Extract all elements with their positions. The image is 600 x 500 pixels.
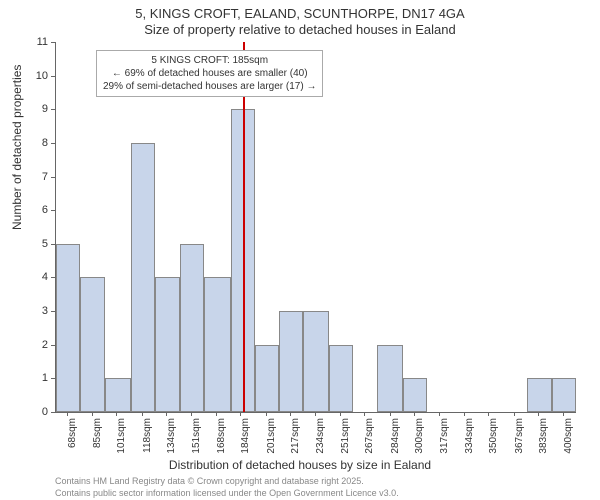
footer-line1: Contains HM Land Registry data © Crown c… (55, 476, 364, 486)
histogram-bar (279, 311, 303, 412)
x-tick-label: 134sqm (166, 418, 177, 468)
y-tick (51, 210, 55, 211)
x-tick-label: 101sqm (116, 418, 127, 468)
chart-container: 5, KINGS CROFT, EALAND, SCUNTHORPE, DN17… (0, 0, 600, 500)
x-tick-label: 284sqm (390, 418, 401, 468)
histogram-bar (131, 143, 155, 412)
y-tick (51, 244, 55, 245)
histogram-bar (527, 378, 552, 412)
chart-title-line2: Size of property relative to detached ho… (0, 22, 600, 37)
x-tick (290, 412, 291, 416)
y-tick-label: 11 (37, 36, 48, 48)
x-tick (266, 412, 267, 416)
y-tick (51, 345, 55, 346)
x-tick (390, 412, 391, 416)
histogram-bar (329, 345, 353, 412)
x-tick-label: 383sqm (538, 418, 549, 468)
x-tick (315, 412, 316, 416)
x-tick-label: 151sqm (191, 418, 202, 468)
histogram-bar (377, 345, 402, 412)
x-tick (514, 412, 515, 416)
x-tick-label: 317sqm (439, 418, 450, 468)
y-axis-label: Number of detached properties (10, 65, 24, 230)
histogram-bar (204, 277, 231, 412)
y-tick-label: 3 (42, 305, 48, 317)
y-tick (51, 42, 55, 43)
reference-line (243, 42, 245, 412)
x-tick-label: 400sqm (563, 418, 574, 468)
x-tick (464, 412, 465, 416)
x-tick (216, 412, 217, 416)
histogram-bar (552, 378, 576, 412)
y-tick-label: 10 (36, 70, 48, 82)
x-tick-label: 68sqm (67, 418, 78, 468)
y-tick-label: 9 (42, 103, 48, 115)
histogram-bar (303, 311, 330, 412)
y-tick (51, 143, 55, 144)
x-tick-label: 168sqm (216, 418, 227, 468)
y-tick-label: 4 (42, 271, 48, 283)
x-tick (92, 412, 93, 416)
x-tick-label: 350sqm (488, 418, 499, 468)
histogram-bar (403, 378, 427, 412)
histogram-bar (180, 244, 204, 412)
footer-line2: Contains public sector information licen… (55, 488, 399, 498)
histogram-bar (105, 378, 130, 412)
annotation-line1: 5 KINGS CROFT: 185sqm (103, 54, 316, 67)
chart-title-line1: 5, KINGS CROFT, EALAND, SCUNTHORPE, DN17… (0, 6, 600, 21)
annotation-line2: ← 69% of detached houses are smaller (40… (103, 67, 316, 80)
y-tick-label: 5 (42, 238, 48, 250)
x-tick (116, 412, 117, 416)
x-tick-label: 217sqm (290, 418, 301, 468)
y-tick-label: 7 (42, 171, 48, 183)
x-tick-label: 300sqm (414, 418, 425, 468)
histogram-bar (80, 277, 105, 412)
y-tick-label: 2 (42, 339, 48, 351)
x-tick (439, 412, 440, 416)
y-tick-label: 0 (42, 406, 48, 418)
y-tick-label: 1 (42, 372, 48, 384)
y-tick (51, 311, 55, 312)
y-tick-label: 6 (42, 204, 48, 216)
x-tick (488, 412, 489, 416)
x-tick-label: 334sqm (464, 418, 475, 468)
y-tick (51, 76, 55, 77)
histogram-bar (56, 244, 80, 412)
y-tick (51, 177, 55, 178)
y-tick (51, 277, 55, 278)
x-tick (166, 412, 167, 416)
histogram-bar (155, 277, 180, 412)
x-tick-label: 367sqm (514, 418, 525, 468)
x-tick (340, 412, 341, 416)
y-tick-label: 8 (42, 137, 48, 149)
x-tick-label: 184sqm (240, 418, 251, 468)
x-tick (414, 412, 415, 416)
x-tick (538, 412, 539, 416)
x-tick (563, 412, 564, 416)
annotation-line3: 29% of semi-detached houses are larger (… (103, 80, 316, 93)
y-tick (51, 412, 55, 413)
x-tick (191, 412, 192, 416)
x-tick (364, 412, 365, 416)
x-tick-label: 201sqm (266, 418, 277, 468)
x-tick-label: 251sqm (340, 418, 351, 468)
x-tick-label: 267sqm (364, 418, 375, 468)
x-tick-label: 118sqm (142, 418, 153, 468)
y-tick (51, 109, 55, 110)
x-tick-label: 234sqm (315, 418, 326, 468)
x-tick (240, 412, 241, 416)
plot-area: 5 KINGS CROFT: 185sqm ← 69% of detached … (55, 42, 576, 413)
histogram-bar (255, 345, 279, 412)
x-tick (67, 412, 68, 416)
x-tick (142, 412, 143, 416)
x-tick-label: 85sqm (92, 418, 103, 468)
y-tick (51, 378, 55, 379)
annotation-box: 5 KINGS CROFT: 185sqm ← 69% of detached … (96, 50, 323, 97)
